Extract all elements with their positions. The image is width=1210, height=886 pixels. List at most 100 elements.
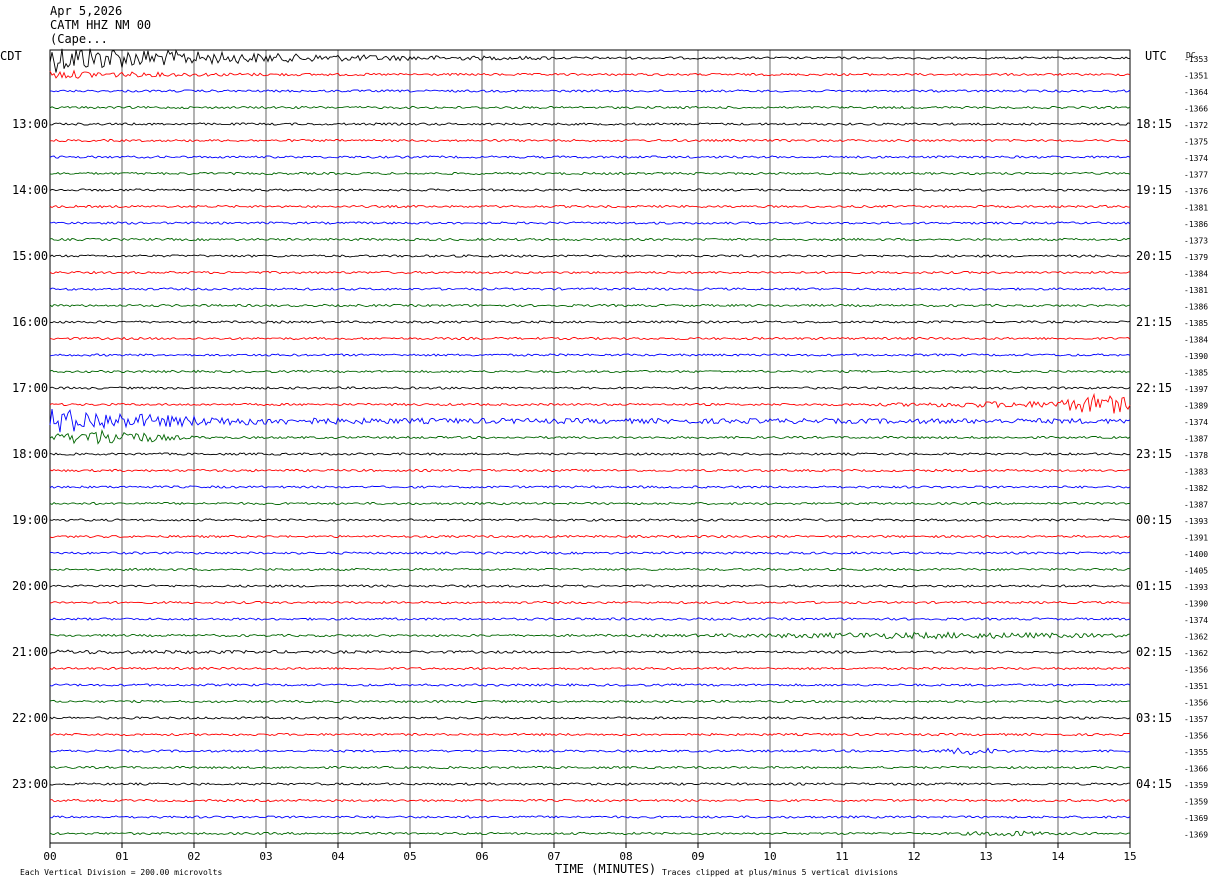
- x-tick-label-12: 12: [907, 850, 920, 863]
- trace-45: [49, 782, 1130, 786]
- x-tick-label-06: 06: [475, 850, 488, 863]
- trace-42: [49, 732, 1130, 737]
- utc-hour-label-03:15: 03:15: [1136, 711, 1172, 725]
- dc-offset-label-4: -1366: [1184, 105, 1208, 114]
- utc-hour-label-19:15: 19:15: [1136, 183, 1172, 197]
- cdt-hour-label-15:00: 15:00: [12, 249, 48, 263]
- dc-offset-label-15: -1381: [1184, 286, 1208, 295]
- dc-offset-label-36: -1362: [1184, 633, 1208, 642]
- dc-offset-label-9: -1376: [1184, 187, 1208, 196]
- trace-33: [49, 584, 1131, 588]
- x-tick-label-09: 09: [691, 850, 704, 863]
- cdt-hour-label-17:00: 17:00: [12, 381, 48, 395]
- x-tick-label-00: 00: [43, 850, 56, 863]
- dc-offset-label-23: -1374: [1184, 418, 1208, 427]
- utc-hour-label-22:15: 22:15: [1136, 381, 1172, 395]
- dc-offset-label-24: -1387: [1184, 435, 1208, 444]
- x-tick-label-14: 14: [1051, 850, 1065, 863]
- trace-22: [49, 392, 1131, 414]
- trace-32: [49, 567, 1131, 572]
- dc-offset-label-25: -1378: [1184, 451, 1208, 460]
- trace-47: [49, 815, 1131, 819]
- trace-14: [49, 270, 1131, 275]
- utc-hour-label-21:15: 21:15: [1136, 315, 1172, 329]
- cdt-hour-label-13:00: 13:00: [12, 117, 48, 131]
- cdt-hour-label-21:00: 21:00: [12, 645, 48, 659]
- dc-offset-label-5: -1372: [1184, 121, 1208, 130]
- dc-offset-label-11: -1386: [1184, 220, 1208, 229]
- dc-offset-label-44: -1366: [1184, 765, 1208, 774]
- dc-offset-label-19: -1390: [1184, 352, 1208, 361]
- dc-offset-label-33: -1393: [1184, 583, 1208, 592]
- trace-20: [49, 369, 1131, 374]
- dc-offset-label-30: -1391: [1184, 534, 1208, 543]
- x-tick-label-08: 08: [619, 850, 632, 863]
- trace-30: [49, 534, 1131, 539]
- x-tick-label-04: 04: [331, 850, 345, 863]
- dc-offset-label-22: -1389: [1184, 402, 1208, 411]
- dc-offset-label-3: -1364: [1184, 88, 1208, 97]
- trace-25: [49, 452, 1131, 456]
- dc-offset-label-42: -1356: [1184, 732, 1208, 741]
- dc-column-label: DC: [1186, 51, 1196, 60]
- header-date: Apr 5,2026: [50, 4, 123, 18]
- dc-offset-label-46: -1359: [1184, 798, 1208, 807]
- dc-offset-label-28: -1387: [1184, 501, 1208, 510]
- trace-34: [49, 600, 1131, 605]
- dc-offset-label-1: -1353: [1184, 55, 1208, 64]
- trace-15: [49, 287, 1131, 291]
- trace-1: [49, 48, 1131, 73]
- dc-offset-label-18: -1384: [1184, 336, 1208, 345]
- dc-offset-label-6: -1375: [1184, 138, 1208, 147]
- cdt-hour-label-22:00: 22:00: [12, 711, 48, 725]
- dc-offset-label-14: -1384: [1184, 270, 1208, 279]
- dc-offset-label-37: -1362: [1184, 649, 1208, 658]
- utc-hour-label-23:15: 23:15: [1136, 447, 1172, 461]
- x-tick-label-11: 11: [835, 850, 848, 863]
- cdt-hour-label-14:00: 14:00: [12, 183, 48, 197]
- x-tick-label-15: 15: [1123, 850, 1136, 863]
- dc-offset-label-40: -1356: [1184, 699, 1208, 708]
- utc-hour-label-00:15: 00:15: [1136, 513, 1172, 527]
- trace-29: [49, 518, 1131, 522]
- clip-note: Traces clipped at plus/minus 5 vertical …: [662, 868, 898, 877]
- plot-frame: [49, 49, 1131, 844]
- cdt-hour-label-19:00: 19:00: [12, 513, 48, 527]
- trace-12: [49, 237, 1131, 242]
- trace-40: [49, 699, 1131, 704]
- utc-hour-label-04:15: 04:15: [1136, 777, 1172, 791]
- dc-offset-label-7: -1374: [1184, 154, 1208, 163]
- trace-6: [49, 138, 1131, 143]
- trace-2: [49, 69, 1131, 79]
- x-tick-label-02: 02: [187, 850, 200, 863]
- trace-48: [49, 830, 1131, 837]
- utc-hour-label-18:15: 18:15: [1136, 117, 1172, 131]
- x-tick-label-01: 01: [115, 850, 128, 863]
- dc-offset-label-13: -1379: [1184, 253, 1208, 262]
- utc-axis-label: UTC: [1145, 49, 1167, 63]
- trace-24: [49, 429, 1131, 445]
- x-tick-label-13: 13: [979, 850, 992, 863]
- trace-41: [49, 716, 1131, 720]
- dc-offset-label-17: -1385: [1184, 319, 1208, 328]
- trace-35: [49, 617, 1131, 621]
- dc-offset-label-32: -1405: [1184, 567, 1208, 576]
- x-tick-label-10: 10: [763, 850, 776, 863]
- trace-5: [49, 122, 1131, 126]
- trace-46: [49, 798, 1130, 803]
- trace-10: [49, 204, 1130, 209]
- x-tick-label-07: 07: [547, 850, 560, 863]
- trace-17: [49, 320, 1131, 324]
- trace-7: [49, 155, 1131, 159]
- cdt-hour-label-18:00: 18:00: [12, 447, 48, 461]
- dc-offset-label-8: -1377: [1184, 171, 1208, 180]
- dc-offset-label-16: -1386: [1184, 303, 1208, 312]
- trace-28: [49, 501, 1131, 506]
- trace-43: [49, 747, 1131, 756]
- dc-offset-label-31: -1400: [1184, 550, 1208, 559]
- utc-hour-label-02:15: 02:15: [1136, 645, 1172, 659]
- trace-36: [49, 631, 1131, 640]
- dc-offset-label-41: -1357: [1184, 715, 1208, 724]
- trace-38: [49, 666, 1131, 671]
